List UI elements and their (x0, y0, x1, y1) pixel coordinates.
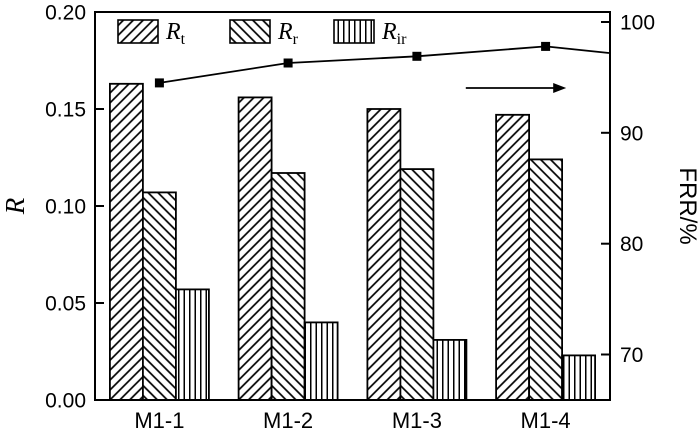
left-tick-label: 0.05 (45, 293, 86, 316)
category-label: M1-4 (521, 408, 571, 433)
bar-Rt-M1-1 (109, 82, 144, 401)
bar-Rir-M1-1 (174, 288, 210, 401)
legend-swatch-Rir (333, 19, 375, 44)
right-tick-label: 100 (620, 12, 655, 35)
bar-Rir-M1-4 (561, 354, 596, 401)
bar-Rr-M1-4 (528, 158, 563, 401)
left-tick-label: 0.10 (45, 196, 86, 219)
right-tick-label: 90 (620, 122, 643, 145)
left-tick-label: 0.20 (45, 2, 86, 25)
legend-label-Rir: Rir (381, 19, 407, 48)
category-label: M1-2 (263, 408, 313, 433)
legend-swatch-Rt (117, 19, 159, 44)
bar-Rt-M1-2 (237, 96, 273, 401)
bar-Rr-M1-2 (270, 172, 306, 401)
category-label: M1-1 (134, 408, 184, 433)
bar-Rr-M1-3 (399, 168, 435, 401)
bar-Rt-M1-3 (366, 108, 402, 401)
right-tick-label: 80 (620, 233, 643, 256)
right-axis-title: FRR/% (674, 167, 700, 244)
legend-label-Rt: Rt (165, 19, 186, 48)
right-axis-arrowhead (553, 83, 567, 93)
frr-line (159, 45, 610, 84)
bar-Rt-M1-4 (495, 113, 531, 401)
left-tick-label: 0.15 (45, 99, 86, 122)
bar-Rir-M1-2 (303, 321, 339, 401)
bar-Rr-M1-1 (141, 191, 177, 401)
legend-label-Rr: Rr (277, 19, 299, 48)
frr-marker-M1-2 (283, 58, 293, 68)
right-tick-label: 70 (620, 344, 643, 367)
legend-swatch-Rr (229, 19, 271, 44)
category-label: M1-3 (392, 408, 442, 433)
left-tick-label: 0.00 (45, 390, 86, 413)
frr-marker-M1-1 (154, 78, 164, 88)
left-axis-title: R (0, 197, 30, 215)
bar-Rir-M1-3 (432, 338, 468, 401)
frr-marker-M1-4 (541, 41, 551, 51)
frr-marker-M1-3 (412, 51, 422, 61)
